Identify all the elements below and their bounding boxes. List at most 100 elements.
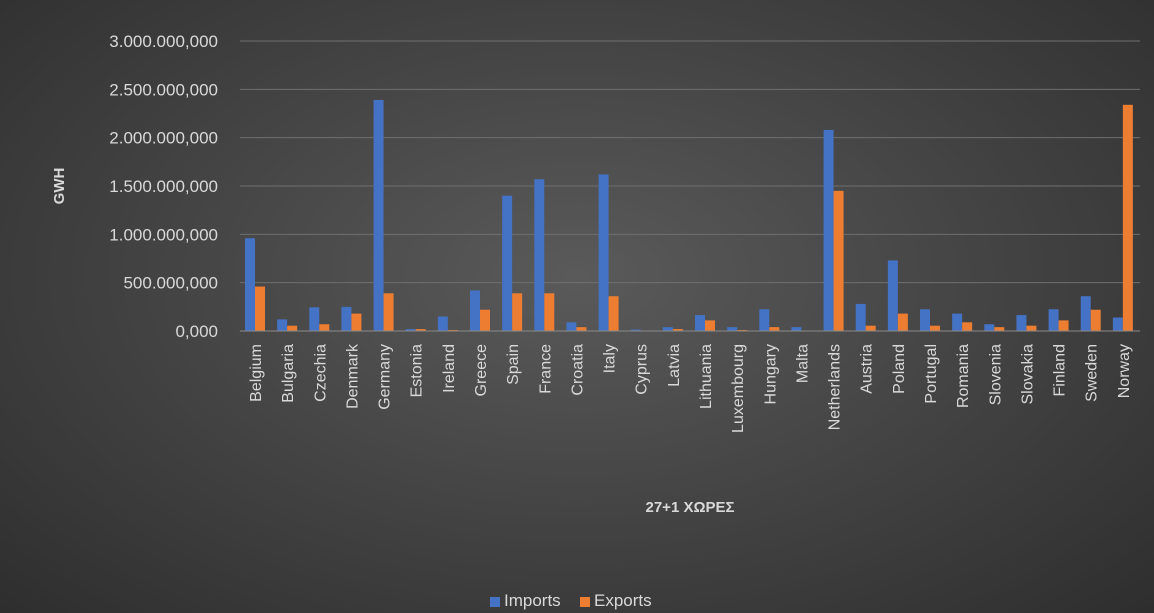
- bar-imports-latvia: [662, 327, 673, 331]
- x-tick-label: Poland: [891, 344, 908, 394]
- bar-imports-netherlands: [823, 129, 834, 331]
- bar-imports-italy: [598, 174, 609, 331]
- bar-exports-austria: [865, 325, 876, 331]
- x-tick-label: Germany: [377, 344, 394, 410]
- x-tick-label: Lithuania: [698, 344, 715, 409]
- y-tick-label: 2.000.000,000: [109, 129, 218, 148]
- bar-exports-bulgaria: [287, 325, 298, 331]
- bar-exports-portugal: [930, 325, 940, 331]
- y-tick-label: 3.000.000,000: [109, 32, 218, 51]
- y-axis-title: GWH: [51, 168, 68, 205]
- bar-imports-portugal: [920, 309, 930, 331]
- bar-imports-finland: [1048, 309, 1059, 331]
- bar-imports-hungary: [759, 309, 770, 331]
- bar-imports-poland: [887, 260, 898, 331]
- x-tick-label: Norway: [1116, 344, 1133, 398]
- bar-imports-slovakia: [1016, 315, 1027, 331]
- legend-swatch-imports: [490, 597, 500, 607]
- bar-exports-spain: [512, 293, 523, 331]
- x-tick-label: Austria: [859, 344, 876, 394]
- x-tick-label: France: [537, 344, 554, 394]
- bar-imports-denmark: [341, 306, 352, 331]
- bar-exports-greece: [480, 309, 490, 331]
- y-tick-label: 500.000,000: [123, 274, 218, 293]
- bar-imports-cyprus: [630, 329, 641, 331]
- bar-imports-slovenia: [984, 324, 995, 331]
- gridlines: [240, 40, 1140, 284]
- bar-imports-croatia: [566, 322, 577, 331]
- legend: Imports Exports: [490, 591, 652, 610]
- bar-imports-greece: [470, 290, 480, 331]
- bar-imports-ireland: [437, 316, 448, 331]
- legend-label-imports: Imports: [504, 591, 561, 610]
- bar-imports-norway: [1112, 317, 1123, 331]
- bar-imports-bulgaria: [277, 319, 288, 331]
- x-tick-label: Slovakia: [1019, 344, 1036, 405]
- x-tick-label: Malta: [794, 344, 811, 383]
- bar-imports-france: [534, 179, 545, 331]
- y-axis-ticks: 0,000 500.000,000 1.000.000,000 1.500.000,0…: [109, 32, 218, 341]
- bar-exports-lithuania: [705, 320, 715, 331]
- bar-imports-germany: [373, 99, 384, 331]
- y-tick-label: 1.000.000,000: [109, 225, 218, 244]
- bar-exports-norway: [1122, 104, 1133, 331]
- bar-imports-romania: [952, 313, 963, 331]
- bar-exports-estonia: [415, 329, 426, 331]
- bar-imports-belgium: [245, 238, 255, 331]
- x-tick-label: Netherlands: [827, 344, 844, 430]
- x-tick-label: Cyprus: [634, 344, 651, 395]
- x-axis-ticks: Belgium Bulgaria Czechia Denmark Germany Esto…: [248, 343, 1133, 433]
- bar-exports-latvia: [672, 329, 683, 331]
- bar-exports-czechia: [319, 324, 330, 331]
- bar-imports-lithuania: [695, 315, 705, 331]
- x-tick-label: Sweden: [1084, 344, 1101, 402]
- x-tick-label: Latvia: [666, 344, 683, 387]
- bar-exports-hungary: [769, 327, 780, 331]
- bar-exports-denmark: [351, 313, 362, 331]
- x-tick-label: Belgium: [248, 344, 265, 402]
- bar-exports-croatia: [576, 327, 587, 331]
- x-axis-title: 27+1 ΧΩΡΕΣ: [646, 499, 735, 516]
- bar-imports-spain: [502, 195, 513, 331]
- y-tick-label: 0,000: [175, 322, 218, 341]
- bar-imports-sweden: [1080, 296, 1091, 331]
- x-tick-label: Hungary: [762, 344, 779, 404]
- bar-exports-netherlands: [833, 190, 844, 331]
- x-tick-label: Italy: [602, 344, 619, 373]
- legend-swatch-exports: [580, 597, 590, 607]
- bar-exports-slovakia: [1026, 325, 1037, 331]
- x-tick-label: Slovenia: [987, 344, 1004, 405]
- bar-imports-austria: [855, 303, 866, 331]
- x-tick-label: Greece: [473, 344, 490, 397]
- bar-exports-poland: [897, 313, 908, 331]
- bar-exports-romania: [962, 322, 973, 331]
- x-tick-label: Portugal: [923, 344, 940, 404]
- bar-exports-italy: [608, 296, 619, 331]
- x-tick-label: Czechia: [312, 344, 329, 402]
- bars: [245, 99, 1133, 331]
- x-tick-label: Romania: [955, 344, 972, 408]
- y-tick-label: 1.500.000,000: [109, 177, 218, 196]
- bar-imports-luxembourg: [727, 327, 738, 331]
- bar-exports-belgium: [255, 286, 265, 331]
- legend-label-exports: Exports: [594, 591, 652, 610]
- bar-exports-germany: [383, 293, 394, 331]
- x-tick-label: Croatia: [569, 344, 586, 396]
- bar-exports-finland: [1058, 320, 1069, 331]
- x-tick-label: Ireland: [441, 344, 458, 393]
- bar-exports-sweden: [1090, 309, 1101, 331]
- x-tick-label: Estonia: [409, 344, 426, 397]
- x-tick-label: Luxembourg: [730, 344, 747, 433]
- x-tick-label: Denmark: [344, 343, 361, 409]
- bar-exports-france: [544, 293, 555, 331]
- y-tick-label: 2.500.000,000: [109, 80, 218, 99]
- x-tick-label: Spain: [505, 344, 522, 385]
- bar-imports-czechia: [309, 307, 320, 331]
- x-tick-label: Bulgaria: [280, 344, 297, 403]
- bar-imports-estonia: [405, 329, 416, 331]
- bar-imports-malta: [791, 327, 802, 331]
- bar-exports-slovenia: [994, 327, 1005, 331]
- x-tick-label: Finland: [1052, 344, 1069, 396]
